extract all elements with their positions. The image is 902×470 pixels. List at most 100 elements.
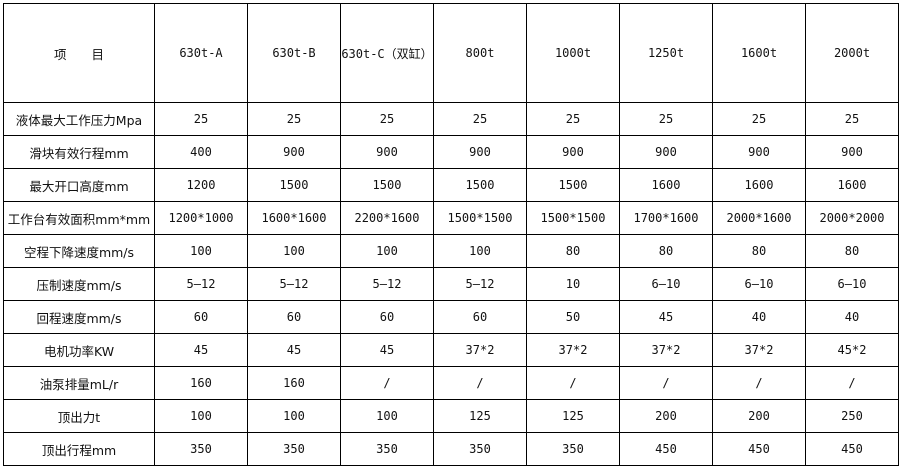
cell-value: 1500: [433, 168, 527, 202]
cell-value: 25: [340, 102, 434, 136]
cell-value: 100: [154, 234, 248, 268]
cell-value: 1500*1500: [433, 201, 527, 235]
table-row: 顶出力t 100 100 100 125 125 200 200 250: [3, 399, 899, 433]
cell-value: 25: [619, 102, 713, 136]
row-label: 电机功率KW: [3, 333, 155, 367]
cell-value: 60: [247, 300, 341, 334]
table-row: 电机功率KW 45 45 45 37*2 37*2 37*2 37*2 45*2: [3, 333, 899, 367]
cell-value: 100: [247, 399, 341, 433]
cell-value: 80: [526, 234, 620, 268]
table-row: 工作台有效面积mm*mm 1200*1000 1600*1600 2200*1600 1…: [3, 201, 899, 235]
cell-value: 100: [247, 234, 341, 268]
cell-value: 1200: [154, 168, 248, 202]
cell-value: /: [433, 366, 527, 400]
cell-value: 5—12: [433, 267, 527, 301]
row-label: 工作台有效面积mm*mm: [3, 201, 155, 235]
row-label: 空程下降速度mm/s: [3, 234, 155, 268]
cell-value: 350: [526, 432, 620, 466]
table-row: 滑块有效行程mm 400 900 900 900 900 900 900 900: [3, 135, 899, 169]
cell-value: 900: [247, 135, 341, 169]
cell-value: 25: [805, 102, 899, 136]
cell-value: 1600: [619, 168, 713, 202]
cell-value: 60: [433, 300, 527, 334]
cell-value: 6—10: [712, 267, 806, 301]
cell-value: 900: [340, 135, 434, 169]
cell-value: 200: [619, 399, 713, 433]
cell-value: 1600*1600: [247, 201, 341, 235]
table-row: 液体最大工作压力Mpa 25 25 25 25 25 25 25 25: [3, 102, 899, 136]
cell-value: 5—12: [247, 267, 341, 301]
cell-value: 160: [154, 366, 248, 400]
table-row: 顶出行程mm 350 350 350 350 350 450 450 450: [3, 432, 899, 466]
cell-value: 450: [619, 432, 713, 466]
header-model: 630t-A: [154, 3, 248, 103]
cell-value: 37*2: [526, 333, 620, 367]
cell-value: 250: [805, 399, 899, 433]
cell-value: /: [526, 366, 620, 400]
spec-table: 项 目 630t-A 630t-B 630t-C（双缸） 800t 1000t 1250t 1…: [3, 3, 899, 466]
cell-value: 80: [712, 234, 806, 268]
cell-value: 80: [619, 234, 713, 268]
cell-value: 5—12: [154, 267, 248, 301]
cell-value: 350: [433, 432, 527, 466]
cell-value: 45: [154, 333, 248, 367]
header-model: 1250t: [619, 3, 713, 103]
cell-value: 6—10: [619, 267, 713, 301]
cell-value: 37*2: [619, 333, 713, 367]
cell-value: 25: [247, 102, 341, 136]
cell-value: 1500: [247, 168, 341, 202]
cell-value: 100: [340, 399, 434, 433]
cell-value: 1600: [712, 168, 806, 202]
header-item: 项 目: [3, 3, 155, 103]
cell-value: 25: [433, 102, 527, 136]
cell-value: 37*2: [712, 333, 806, 367]
table-row: 最大开口高度mm 1200 1500 1500 1500 1500 1600 1600 1600: [3, 168, 899, 202]
cell-value: 5—12: [340, 267, 434, 301]
cell-value: 350: [154, 432, 248, 466]
header-model: 1000t: [526, 3, 620, 103]
cell-value: 350: [247, 432, 341, 466]
cell-value: 80: [805, 234, 899, 268]
cell-value: 40: [805, 300, 899, 334]
cell-value: 400: [154, 135, 248, 169]
cell-value: 25: [712, 102, 806, 136]
row-label: 顶出行程mm: [3, 432, 155, 466]
cell-value: 2000*2000: [805, 201, 899, 235]
cell-value: 25: [526, 102, 620, 136]
row-label: 压制速度mm/s: [3, 267, 155, 301]
cell-value: 37*2: [433, 333, 527, 367]
cell-value: 45: [619, 300, 713, 334]
cell-value: 900: [526, 135, 620, 169]
cell-value: 900: [433, 135, 527, 169]
cell-value: 6—10: [805, 267, 899, 301]
cell-value: 60: [340, 300, 434, 334]
cell-value: 60: [154, 300, 248, 334]
cell-value: 50: [526, 300, 620, 334]
cell-value: 1700*1600: [619, 201, 713, 235]
cell-value: 900: [805, 135, 899, 169]
cell-value: 450: [805, 432, 899, 466]
table-row: 油泵排量mL/r 160 160// / / / /: [3, 366, 899, 400]
header-model: 1600t: [712, 3, 806, 103]
header-model: 2000t: [805, 3, 899, 103]
header-row: 项 目 630t-A 630t-B 630t-C（双缸） 800t 1000t 1250t 1…: [3, 3, 899, 103]
cell-value: /: [619, 366, 713, 400]
cell-value: /: [340, 366, 434, 400]
row-label: 最大开口高度mm: [3, 168, 155, 202]
cell-value: 125: [526, 399, 620, 433]
row-label: 油泵排量mL/r: [3, 366, 155, 400]
row-label: 液体最大工作压力Mpa: [3, 102, 155, 136]
cell-value: 125: [433, 399, 527, 433]
cell-value: /: [712, 366, 806, 400]
table-row: 空程下降速度mm/s 100 100 100 100 80 80 80 80: [3, 234, 899, 268]
header-model: 630t-C（双缸）: [340, 3, 434, 103]
row-label: 回程速度mm/s: [3, 300, 155, 334]
row-label: 滑块有效行程mm: [3, 135, 155, 169]
cell-value: 45*2: [805, 333, 899, 367]
cell-value: 450: [712, 432, 806, 466]
cell-value: 2200*1600: [340, 201, 434, 235]
cell-value: 1500*1500: [526, 201, 620, 235]
cell-value: 1600: [805, 168, 899, 202]
table-row: 压制速度mm/s 5—12 5—12 5—12 5—12 10 6—10 6—10 6—10: [3, 267, 899, 301]
cell-value: 100: [154, 399, 248, 433]
